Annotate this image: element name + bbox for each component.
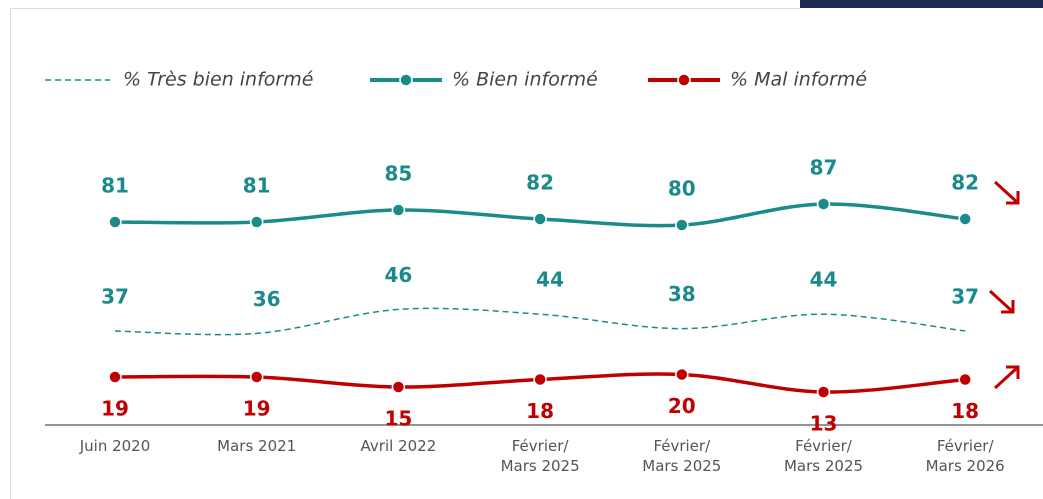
legend-label: % Très bien informé xyxy=(123,69,313,91)
legend-swatch xyxy=(399,73,413,87)
data-label: 80 xyxy=(668,177,696,201)
x-tick-label: Février/ Mars 2025 xyxy=(500,437,580,475)
data-label: 87 xyxy=(810,156,838,180)
x-tick-label: Avril 2022 xyxy=(360,437,437,455)
point xyxy=(533,372,547,387)
data-label: 44 xyxy=(536,268,564,292)
x-tick-label: Février/ Mars 2025 xyxy=(642,437,722,475)
point xyxy=(816,385,831,399)
point xyxy=(816,197,831,211)
point xyxy=(958,372,972,387)
data-label: 20 xyxy=(668,394,696,418)
x-tick-label: Juin 2020 xyxy=(79,437,151,455)
x-tick-label: Mars 2021 xyxy=(217,437,297,455)
point xyxy=(108,215,122,229)
point xyxy=(108,370,122,384)
x-tick-label: Février/ Mars 2026 xyxy=(925,437,1005,475)
data-label: 19 xyxy=(243,397,271,421)
data-label: 38 xyxy=(668,282,696,306)
data-label: 81 xyxy=(243,174,271,198)
data-label: 37 xyxy=(101,285,129,309)
trend-arrows xyxy=(988,180,1020,390)
data-label: 82 xyxy=(951,171,979,195)
point xyxy=(533,212,547,226)
data-label: 18 xyxy=(526,399,554,423)
x-tick-label: Février/ Mars 2025 xyxy=(783,437,864,475)
series-line xyxy=(114,307,966,336)
data-label: 46 xyxy=(384,263,412,287)
point xyxy=(675,218,689,232)
legend-label: % Mal informé xyxy=(730,69,867,91)
data-label: 81 xyxy=(101,174,129,198)
point xyxy=(249,215,264,229)
point xyxy=(391,380,406,394)
data-label: 15 xyxy=(384,407,412,431)
point xyxy=(391,203,406,217)
point xyxy=(249,370,264,384)
data-label: 85 xyxy=(384,162,412,186)
data-label: 18 xyxy=(951,399,979,423)
legend-label: % Bien informé xyxy=(452,69,598,91)
legend-swatch xyxy=(677,73,691,87)
data-label: 37 xyxy=(951,285,979,309)
data-label: 19 xyxy=(101,397,129,421)
point xyxy=(958,212,972,226)
data-label: 36 xyxy=(253,287,281,311)
header-bar xyxy=(800,0,1043,8)
point xyxy=(675,367,689,382)
data-label: 82 xyxy=(526,171,554,195)
data-label: 44 xyxy=(810,268,838,292)
data-label: 13 xyxy=(810,412,838,436)
